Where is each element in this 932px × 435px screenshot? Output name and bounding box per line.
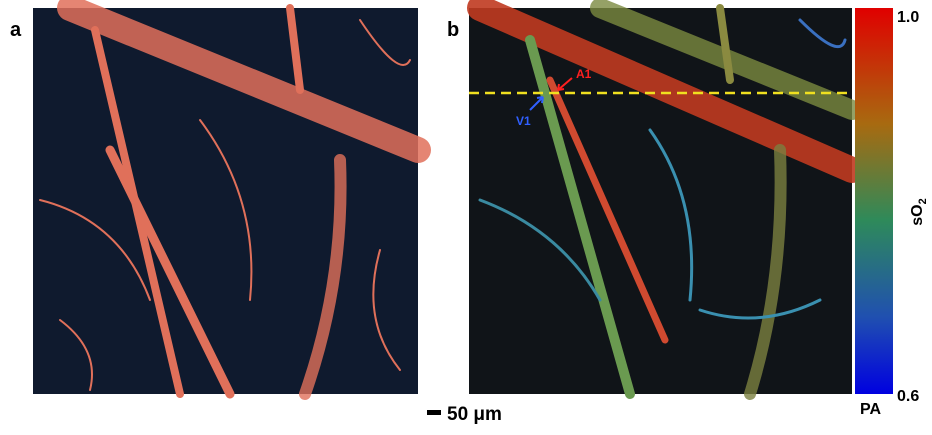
colorbar-title-text: sO2 [909,198,929,225]
title-main: sO [909,204,926,225]
colorbar-caption: PA [860,401,881,418]
image-a [33,8,418,394]
image-b: A1 V1 [469,8,852,394]
colorbar [855,8,893,394]
panel-label: b [447,19,459,41]
colorbar-min: 0.6 [897,388,919,405]
annotation: V1 [516,114,531,128]
annotation: A1 [576,67,592,81]
panel-label: a [10,19,22,41]
scale-bar-label: 50 μm [447,404,502,425]
title-subscript: 2 [917,198,929,204]
colorbar-title: sO2 [909,198,929,225]
scale-bar [427,410,441,415]
colorbar-max: 1.0 [897,9,919,26]
figure: a b [0,0,932,430]
